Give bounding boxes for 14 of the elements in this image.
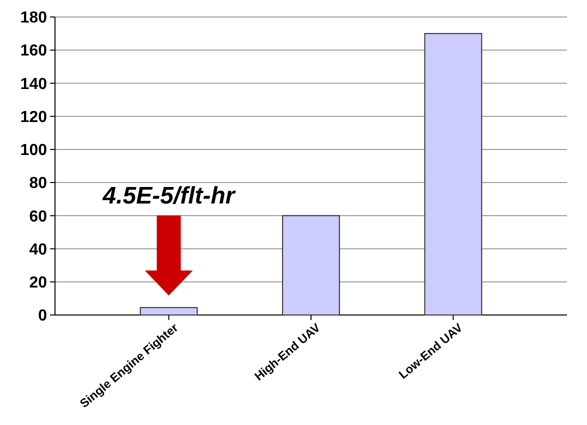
- y-tick-label: 140: [20, 76, 48, 93]
- bar: [424, 33, 482, 316]
- y-tick-label: 0: [38, 308, 48, 325]
- y-tick-label: 80: [29, 175, 48, 192]
- y-tick-label: 60: [29, 208, 48, 226]
- annotation: 4.5E-5/flt-hr: [102, 182, 236, 210]
- bar: [140, 307, 198, 316]
- y-tick-label: 40: [29, 241, 48, 258]
- y-tick-label: 180: [20, 10, 48, 27]
- bar: [282, 215, 340, 316]
- y-tick-label: 100: [20, 142, 48, 160]
- y-tick-label: 20: [29, 274, 48, 292]
- y-tick-label: 160: [20, 42, 48, 60]
- y-tick-label: 120: [20, 108, 48, 126]
